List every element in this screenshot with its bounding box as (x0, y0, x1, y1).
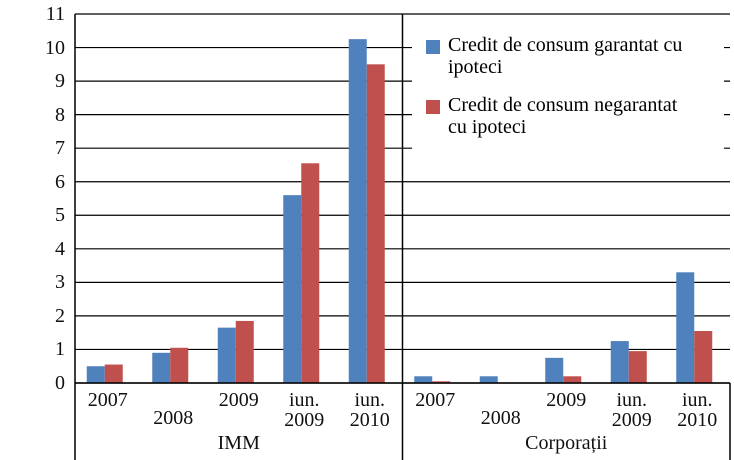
x-tick-label: 2008 (153, 407, 194, 429)
bar (86, 366, 105, 383)
x-tick-label: 2007 (87, 389, 128, 411)
bar (301, 163, 320, 383)
y-tick-label: 9 (55, 70, 65, 93)
bar (366, 64, 385, 384)
legend-item: Credit de consum negarantat cu ipoteci (412, 94, 698, 138)
y-tick-label: 5 (55, 204, 65, 227)
legend-label: Credit de consum garantat cu ipoteci (448, 34, 683, 78)
legend-item: Credit de consum garantat cu ipoteci (412, 34, 698, 78)
bar (676, 272, 695, 383)
y-tick-label: 1 (55, 338, 65, 361)
x-tick-label: 2009 (546, 389, 587, 411)
y-tick-label: 11 (45, 3, 65, 25)
bar (217, 327, 236, 383)
legend-swatch (426, 40, 440, 54)
y-tick-label: 8 (55, 103, 65, 126)
y-tick-label: 10 (45, 36, 65, 59)
bar (563, 376, 582, 383)
bar (628, 351, 647, 383)
bar (414, 376, 433, 383)
bar (479, 376, 498, 383)
bar (348, 39, 367, 384)
bar (694, 331, 713, 383)
legend-swatch (426, 100, 440, 114)
bar (104, 364, 123, 383)
x-tick-label: 2009 (218, 389, 259, 411)
group-label: Corporații (525, 432, 608, 454)
group-label: IMM (217, 432, 260, 454)
bar (432, 381, 451, 383)
legend-label: Credit de consum negarantat cu ipoteci (448, 94, 678, 138)
y-tick-label: 3 (55, 271, 65, 294)
bar (610, 341, 629, 383)
x-tick-label: iun. 2009 (284, 389, 325, 431)
bar (283, 195, 302, 383)
bar (545, 357, 564, 383)
legend: Credit de consum garantat cu ipoteci Cred… (412, 34, 724, 154)
x-tick-label: iun. 2009 (611, 389, 652, 431)
y-tick-label: 4 (55, 237, 65, 260)
x-tick-label: 2008 (480, 407, 521, 429)
y-tick-label: 2 (55, 304, 65, 327)
y-tick-label: 0 (55, 372, 65, 394)
y-tick-label: 7 (55, 137, 65, 160)
x-tick-label: iun. 2010 (677, 389, 718, 431)
x-tick-label: iun. 2010 (349, 389, 390, 431)
bar (152, 352, 171, 383)
bar (170, 347, 189, 383)
bar (235, 320, 254, 383)
x-tick-label: 2007 (415, 389, 456, 411)
y-tick-label: 6 (55, 170, 65, 193)
